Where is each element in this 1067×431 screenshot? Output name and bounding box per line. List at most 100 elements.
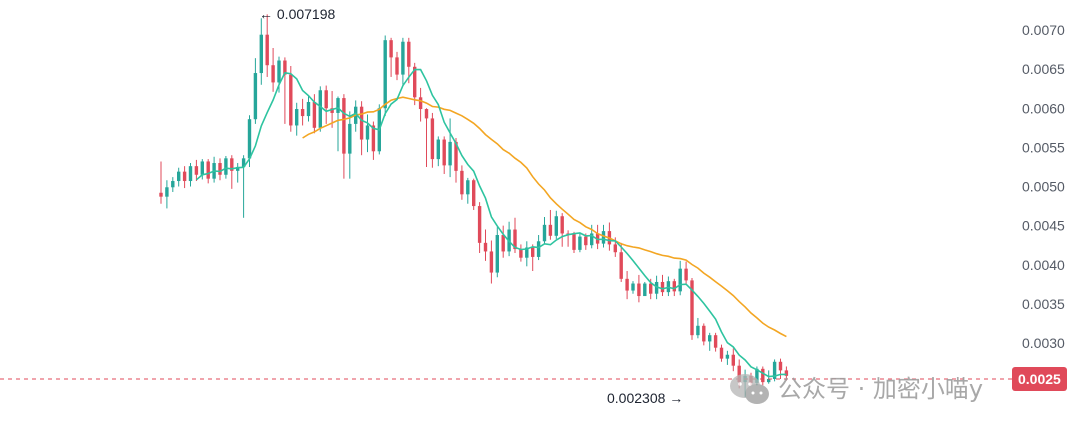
- candle: [318, 86, 322, 132]
- candle-body: [230, 158, 234, 171]
- candle-body: [218, 163, 222, 175]
- candle: [348, 111, 352, 179]
- candle-body: [348, 123, 352, 154]
- candle: [772, 359, 777, 382]
- candle: [200, 159, 204, 180]
- candle-body: [525, 247, 529, 258]
- candle: [554, 210, 558, 239]
- candle-body: [631, 283, 635, 291]
- y-axis: 0.0070 0.0065 0.0060 0.0055 0.0050 0.0045 0.00…: [1022, 22, 1065, 351]
- candle: [625, 271, 629, 300]
- candle: [483, 229, 488, 261]
- candle: [631, 281, 635, 294]
- candle-body: [737, 365, 741, 383]
- candle: [477, 202, 482, 254]
- candle-body: [407, 41, 411, 67]
- candle-body: [649, 283, 653, 294]
- candle-body: [572, 234, 576, 250]
- candle: [194, 159, 199, 182]
- candle-body: [206, 161, 210, 179]
- candle: [713, 332, 718, 352]
- candle: [218, 158, 222, 181]
- candle-body: [784, 370, 789, 376]
- candle-body: [418, 97, 423, 110]
- candle: [418, 87, 423, 122]
- candle: [719, 344, 724, 362]
- candle-body: [684, 268, 688, 281]
- candle-body: [690, 280, 694, 336]
- candle-body: [477, 206, 482, 243]
- y-tick-label: 0.0055: [1022, 139, 1065, 155]
- candle-body: [696, 325, 700, 336]
- candle-body: [312, 101, 317, 128]
- candle-body: [295, 109, 299, 126]
- wechat-icon: [730, 374, 769, 404]
- y-tick-label: 0.0035: [1022, 296, 1065, 312]
- candle-body: [271, 65, 275, 83]
- candle-body: [560, 216, 564, 234]
- candle-body: [371, 125, 376, 152]
- candle: [542, 217, 547, 245]
- candle-body: [761, 368, 765, 383]
- candle: [778, 358, 783, 379]
- candle: [230, 155, 234, 189]
- candle-body: [713, 335, 718, 348]
- candle: [725, 350, 730, 365]
- candle: [519, 244, 523, 262]
- candle-body: [165, 187, 169, 197]
- candle: [259, 18, 263, 85]
- candle: [761, 366, 765, 386]
- candle: [342, 94, 346, 179]
- candle-body: [283, 60, 287, 75]
- candle: [159, 161, 163, 204]
- candle: [489, 240, 494, 284]
- candle: [188, 163, 193, 187]
- candle-body: [584, 236, 588, 246]
- candle: [531, 244, 535, 272]
- candle: [678, 260, 682, 296]
- candle-body: [460, 170, 464, 195]
- candle-body: [395, 57, 399, 75]
- candle-body: [702, 325, 706, 342]
- candle-body: [342, 98, 346, 154]
- candle-body: [578, 236, 582, 250]
- candle: [595, 224, 600, 250]
- current-price-tag: 0.0025: [1012, 366, 1067, 391]
- candle-body: [536, 241, 541, 257]
- candle: [708, 332, 712, 351]
- candle-body: [489, 251, 494, 273]
- candle-body: [531, 247, 535, 257]
- candle: [548, 209, 553, 240]
- candle-body: [483, 242, 488, 252]
- candle-body: [277, 60, 281, 83]
- candle: [395, 51, 399, 81]
- candle-body: [637, 283, 641, 297]
- candle-body: [401, 41, 405, 75]
- current-price-tag-bg: [1012, 366, 1067, 391]
- candles-layer: [159, 14, 789, 397]
- candle: [359, 101, 364, 156]
- candle-body: [265, 34, 269, 66]
- candle: [271, 47, 275, 92]
- candle: [265, 14, 269, 77]
- candle-body: [289, 74, 293, 126]
- low-annotation: 0.002308 →: [607, 390, 683, 406]
- candle-body: [253, 73, 258, 120]
- candle-body: [772, 361, 777, 379]
- candle: [283, 57, 287, 124]
- candle: [501, 225, 505, 258]
- candle-body: [672, 281, 676, 292]
- y-tick-label: 0.0050: [1022, 179, 1065, 195]
- high-annotation-label: ← 0.007198: [259, 6, 335, 22]
- candle-body: [188, 166, 193, 182]
- watermark: 公众号 · 加密小喵y: [730, 374, 983, 404]
- candle: [165, 180, 169, 209]
- candle: [300, 98, 305, 126]
- candle-body: [731, 354, 735, 366]
- candle: [389, 37, 393, 77]
- candle-body: [601, 231, 606, 244]
- candle: [660, 274, 665, 297]
- candle-body: [660, 281, 665, 293]
- candle-body: [259, 34, 263, 74]
